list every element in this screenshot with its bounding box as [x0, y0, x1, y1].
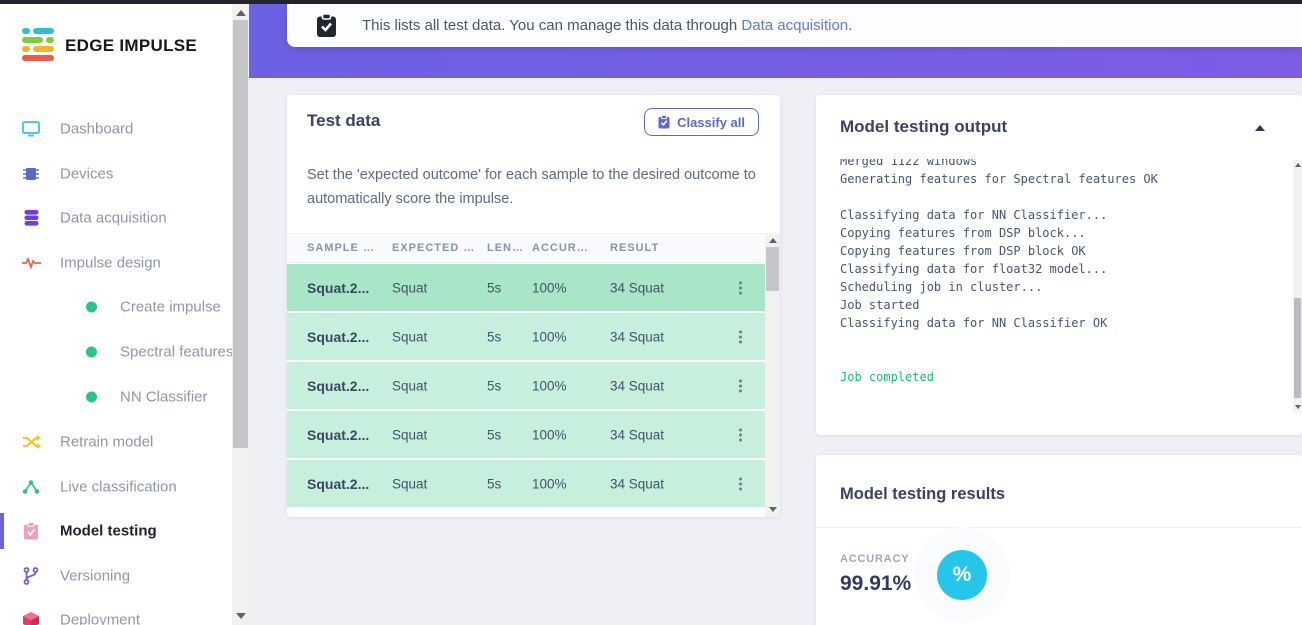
table-row[interactable]: Squat.2... Squat 5s 100% 34 Squat [287, 264, 765, 311]
row-menu-kebab-icon[interactable] [735, 375, 746, 396]
row-menu-kebab-icon[interactable] [735, 424, 746, 445]
shuffle-icon [20, 435, 42, 449]
nodes-icon [20, 480, 42, 495]
model-testing-results-title: Model testing results [840, 485, 1006, 503]
console-line [840, 188, 1280, 206]
sidebar-item-versioning[interactable]: Versioning [0, 558, 232, 594]
scroll-down-arrow-icon[interactable] [235, 613, 246, 619]
table-row[interactable]: Squat.2... Squat 5s 100% 34 Squat [287, 411, 765, 458]
edge-impulse-logo[interactable]: EDGE IMPULSE [22, 28, 197, 64]
sidebar-scrollbar[interactable] [232, 4, 249, 625]
green-dot-icon [86, 391, 97, 403]
console-line: Classifying data for float32 model... [840, 262, 1108, 276]
accuracy-value: 99.91% [840, 572, 912, 595]
row-menu-kebab-icon[interactable] [735, 277, 746, 298]
sidebar-item-nn-classifier[interactable]: NN Classifier [0, 379, 232, 415]
top-window-strip [0, 0, 1302, 4]
column-header-result: RESULT [610, 242, 660, 254]
table-row[interactable]: Squat.2... Squat 5s 100% 34 Squat [287, 460, 765, 507]
table-body: Squat.2... Squat 5s 100% 34 Squat Squat.… [287, 264, 765, 517]
console-scrollbar-thumb[interactable] [1294, 298, 1301, 398]
table-header: SAMPLE … EXPECTED … LEN… ACCUR… RESULT [287, 233, 765, 263]
green-dot-icon [86, 301, 97, 313]
console-line: Copying features from DSP block... [840, 226, 1086, 240]
console-line: Copying features from DSP block OK [840, 244, 1086, 258]
code-branch-icon [20, 567, 42, 585]
sidebar-scrollbar-thumb[interactable] [233, 20, 248, 448]
sidebar-item-data-acquisition[interactable]: Data acquisition [0, 200, 232, 236]
console-log[interactable]: Merged 1122 windows Generating features … [840, 159, 1280, 409]
accuracy-label: ACCURACY [840, 553, 910, 565]
monitor-icon [20, 121, 42, 137]
scroll-down-arrow-icon[interactable] [1294, 405, 1301, 409]
scroll-up-arrow-icon[interactable] [768, 238, 777, 243]
console-line [840, 350, 1280, 368]
sidebar-item-devices[interactable]: Devices [0, 156, 232, 192]
table-row[interactable]: Squat.2... Squat 5s 100% 34 Squat [287, 362, 765, 409]
model-testing-results-card: Model testing results ACCURACY 99.91% % [816, 455, 1302, 625]
column-header-accuracy: ACCUR… [532, 242, 589, 254]
sidebar-item-retrain-model[interactable]: Retrain model [0, 424, 232, 460]
scroll-up-arrow-icon[interactable] [1294, 163, 1301, 167]
column-header-length: LEN… [487, 242, 524, 254]
classify-all-button[interactable]: Classify all [644, 108, 759, 136]
divider [816, 527, 1302, 528]
table-scrollbar-thumb[interactable] [766, 247, 779, 291]
test-data-card: Test data Classify all Set the 'expected… [287, 95, 780, 517]
waveform-icon [20, 256, 42, 270]
row-menu-kebab-icon[interactable] [735, 326, 746, 347]
console-success-line: Job completed [840, 370, 934, 384]
sidebar-item-live-classification[interactable]: Live classification [0, 469, 232, 505]
console-line: Scheduling job in cluster... [840, 280, 1043, 294]
collapse-caret-icon[interactable] [1255, 125, 1265, 131]
console-scrollbar[interactable] [1293, 160, 1302, 412]
percent-badge-icon: % [937, 550, 987, 600]
console-line: Merged 1122 windows [840, 159, 978, 168]
sidebar-item-create-impulse[interactable]: Create impulse [0, 289, 232, 325]
scroll-down-arrow-icon[interactable] [768, 507, 777, 512]
console-line: Classifying data for NN Classifier OK [840, 316, 1108, 330]
column-header-sample: SAMPLE … [307, 242, 375, 254]
console-line [840, 332, 1280, 350]
console-line: Generating features for Spectral feature… [840, 172, 1158, 186]
scroll-up-arrow-icon[interactable] [235, 10, 246, 16]
sidebar-item-deployment[interactable]: Deployment [0, 602, 232, 625]
edge-impulse-logo-icon [22, 28, 54, 64]
model-testing-output-title: Model testing output [840, 117, 1008, 136]
console-line: Job started [840, 298, 920, 312]
notification-text: This lists all test data. You can manage… [362, 17, 853, 34]
clipboard-check-icon [316, 13, 337, 38]
sidebar-item-model-testing[interactable]: Model testing [0, 513, 232, 549]
table-scrollbar[interactable] [765, 233, 780, 517]
console-line: Classifying data for NN Classifier... [840, 208, 1108, 222]
table-row[interactable]: Squat.2... Squat 5s 100% 34 Squat [287, 313, 765, 360]
cube-icon [20, 611, 42, 625]
test-data-title: Test data [307, 111, 381, 130]
microchip-icon [20, 165, 42, 183]
clipboard-check-icon [20, 522, 42, 540]
data-acquisition-link[interactable]: Data acquisition [741, 17, 849, 34]
green-dot-icon [86, 346, 97, 358]
logo-wordmark: EDGE IMPULSE [65, 36, 198, 55]
sidebar-item-dashboard[interactable]: Dashboard [0, 111, 232, 147]
column-header-expected: EXPECTED … [392, 242, 476, 254]
database-icon [20, 210, 42, 227]
sidebar-item-spectral-features[interactable]: Spectral features [0, 334, 233, 370]
test-data-description: Set the 'expected outcome' for each samp… [307, 167, 756, 207]
clipboard-check-icon [658, 115, 670, 129]
sidebar: EDGE IMPULSE Dashboard Devices Data acqu… [0, 4, 233, 625]
sidebar-item-impulse-design[interactable]: Impulse design [0, 245, 232, 281]
notification-bar: This lists all test data. You can manage… [287, 4, 1302, 47]
model-testing-output-card: Model testing output Merged 1122 windows… [816, 95, 1302, 435]
row-menu-kebab-icon[interactable] [735, 473, 746, 494]
main-content: This lists all test data. You can manage… [249, 4, 1302, 625]
